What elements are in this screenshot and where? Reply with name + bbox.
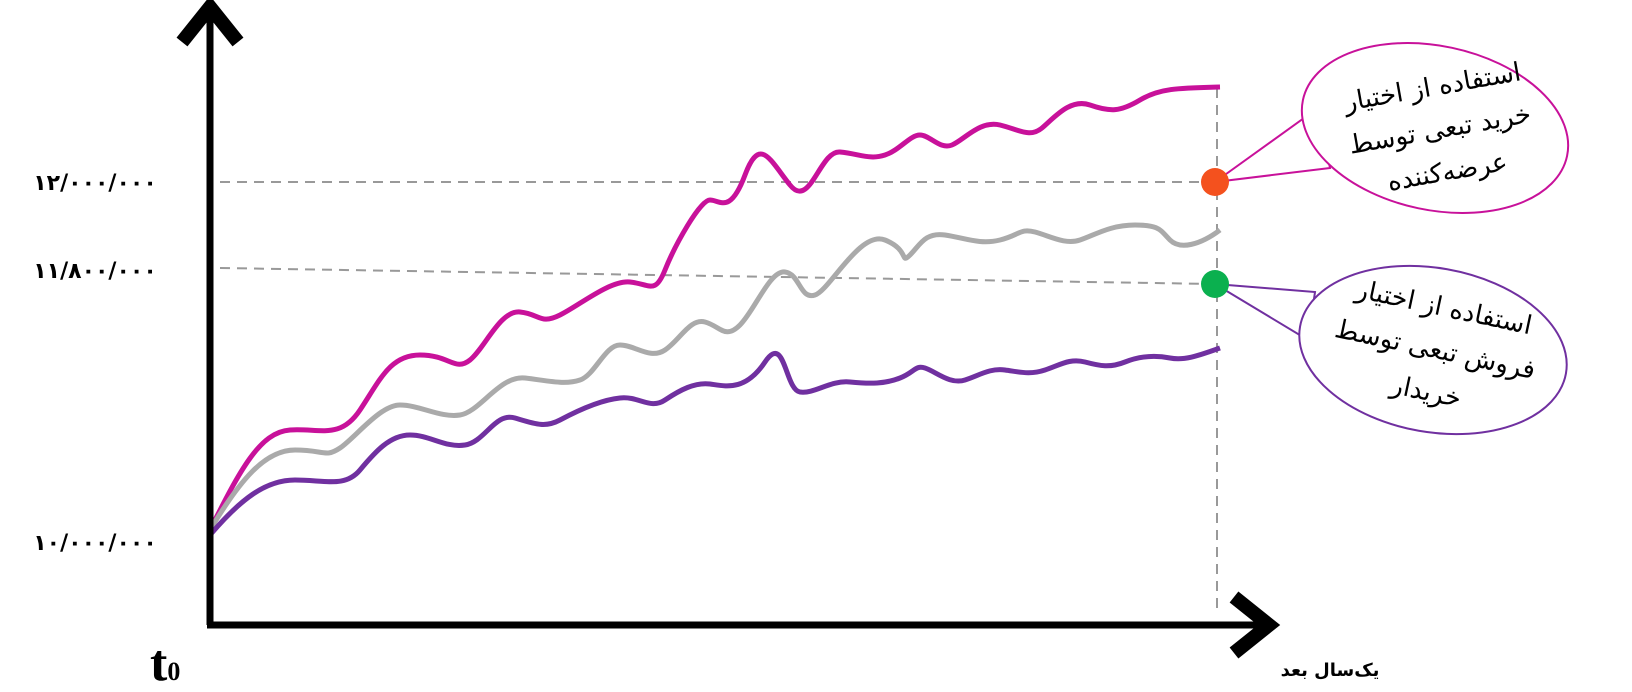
callout-bubble (1298, 264, 1568, 436)
origin-main: t (150, 635, 168, 692)
curve-high (207, 84, 1221, 532)
marker-dot (1201, 168, 1229, 196)
y-label: ۱۰/۰۰۰/۰۰۰ (33, 531, 157, 556)
x-end-label: یک‌سال بعد (1281, 660, 1380, 681)
origin-sub: 0 (167, 657, 180, 686)
y-label: ۱۱/۸۰۰/۰۰۰ (33, 259, 157, 284)
curve-mid (207, 222, 1222, 532)
marker-dot (1201, 270, 1229, 298)
origin-label: t0 (150, 635, 180, 692)
callout-bubble (1300, 42, 1570, 214)
guide-line (219, 267, 1216, 285)
curve-low (208, 345, 1221, 537)
y-label: ۱۲/۰۰۰/۰۰۰ (33, 171, 157, 196)
guides (219, 88, 1218, 615)
